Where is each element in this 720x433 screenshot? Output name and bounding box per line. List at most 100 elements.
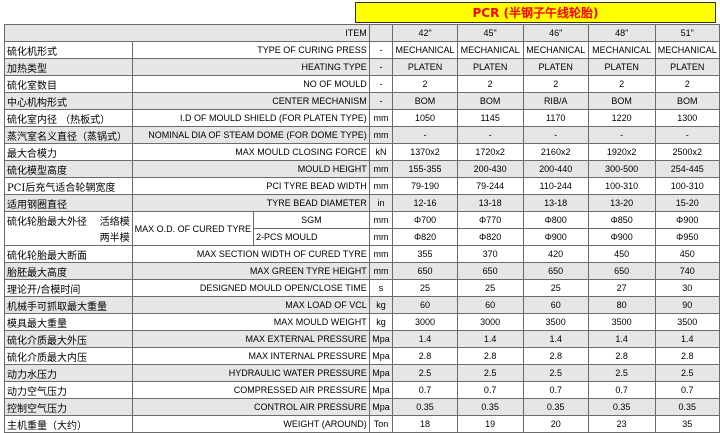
spec-rows: 硫化机形式 TYPE OF CURING PRESS - MECHANICAL MECH… [4, 41, 720, 212]
row-value: 2 [392, 75, 458, 93]
row-value: 0.7 [456, 381, 524, 399]
row-value: - [522, 126, 589, 144]
spec-row: 动力水压力 HYDRAULIC WATER PRESSURE Mpa 2.5 2.5 2.… [4, 364, 720, 382]
row-value: RIB/A [522, 92, 589, 110]
row-value: 0.7 [392, 381, 458, 399]
row-value: 3500 [587, 313, 656, 331]
row-label-zh: 动力空气压力 [4, 381, 133, 399]
row-value: 25 [392, 279, 458, 297]
od-en-label: MAX O.D. OF CURED TYRE [131, 211, 255, 246]
row-value: 3000 [456, 313, 524, 331]
size-header: 51" [654, 24, 720, 42]
row-label-zh: 硫化机形式 [4, 41, 133, 59]
spec-row: 控制空气压力 CONTROL AIR PRESSURE Mpa 0.35 0.35 0.3… [4, 398, 720, 416]
row-value: 2 [456, 75, 524, 93]
row-value: 35 [654, 415, 720, 433]
row-label-zh: 中心机构形式 [4, 92, 133, 110]
row-label-zh: 机械手可抓取最大重量 [4, 296, 133, 314]
row-value: 200-430 [456, 160, 524, 178]
row-label-en: NO OF MOULD [131, 75, 370, 93]
od-2pcs-value: Φ820 [456, 228, 524, 246]
row-value: 23 [587, 415, 656, 433]
row-unit: Mpa [368, 364, 394, 382]
row-value: 25 [456, 279, 524, 297]
row-value: 2 [522, 75, 589, 93]
row-value: 1145 [456, 109, 524, 127]
row-value: 1720x2 [456, 143, 524, 161]
spec-row: 硫化机形式 TYPE OF CURING PRESS - MECHANICAL MECH… [4, 41, 720, 59]
row-label-zh: 硫化轮胎最大断面 [4, 245, 133, 263]
row-value: 100-310 [654, 177, 720, 195]
row-unit: Mpa [368, 381, 394, 399]
spec-row: 加热类型 HEATING TYPE - PLATEN PLATEN PLATEN PLATE… [4, 58, 720, 76]
row-value: 0.7 [654, 381, 720, 399]
od-sgm-value: Φ700 [392, 211, 458, 229]
row-value: 13-18 [522, 194, 589, 212]
spec-row: PCI后充气适合轮辋宽度 PCI TYRE BEAD WIDTH mm 79-190 7… [4, 177, 720, 195]
row-label-en: MAX EXTERNAL PRESSURE [131, 330, 370, 348]
row-value: 740 [654, 262, 720, 280]
spec-rows-2: 硫化轮胎最大断面 MAX SECTION WIDTH OF CURED TYRE m… [4, 245, 720, 433]
row-value: 650 [522, 262, 589, 280]
od-rows: 硫化轮胎最大外径 活络模 MAX O.D. OF CURED TYRE SGM m… [4, 211, 720, 246]
size-header: 48" [587, 24, 656, 42]
row-label-en: COMPRESSED AIR PRESSURE [131, 381, 370, 399]
row-label-zh: 加热类型 [4, 58, 133, 76]
spec-row: 胎胚最大高度 MAX GREEN TYRE HEIGHT mm 650 650 650 65… [4, 262, 720, 280]
row-label-zh: 硫化室数目 [4, 75, 133, 93]
row-value: PLATEN [654, 58, 720, 76]
row-value: 1220 [587, 109, 656, 127]
od-2pcs-value: Φ900 [587, 228, 656, 246]
od-sgm-unit: mm [368, 211, 394, 229]
row-value: 2.5 [392, 364, 458, 382]
row-label-en: NOMINAL DIA OF STEAM DOME (FOR DOME TYPE… [131, 126, 370, 144]
row-value: 15-20 [654, 194, 720, 212]
row-value: 450 [654, 245, 720, 263]
row-unit: mm [368, 245, 394, 263]
row-value: 254-445 [654, 160, 720, 178]
row-value: 25 [522, 279, 589, 297]
row-value: - [456, 126, 524, 144]
od-2pcs-label: 2-PCS MOULD [253, 228, 370, 246]
row-unit: Ton [368, 415, 394, 433]
row-unit: - [368, 41, 394, 59]
row-value: 2160x2 [522, 143, 589, 161]
row-unit: Mpa [368, 330, 394, 348]
row-unit: kg [368, 296, 394, 314]
spec-row: 模具最大重量 MAX MOULD WEIGHT kg 3000 3000 3500 3500… [4, 313, 720, 331]
spec-table: ITEM 42" 45" 46" 48" 51" 硫化机形式 TYPE OF CU… [4, 24, 720, 433]
row-label-en: HEATING TYPE [131, 58, 370, 76]
spec-row: 理论开/合模时间 DESIGNED MOULD OPEN/CLOSE TIME s 2… [4, 279, 720, 297]
row-unit: s [368, 279, 394, 297]
row-unit: mm [368, 177, 394, 195]
row-value: 2.8 [654, 347, 720, 365]
row-label-zh: PCI后充气适合轮辋宽度 [4, 177, 133, 195]
od-sgm-value: Φ770 [456, 211, 524, 229]
row-label-zh: 适用钢圈直径 [4, 194, 133, 212]
row-value: 2 [654, 75, 720, 93]
row-value: 1.4 [392, 330, 458, 348]
row-label-zh: 硫化介质最大外压 [4, 330, 133, 348]
row-value: 3500 [522, 313, 589, 331]
row-value: 2 [587, 75, 656, 93]
row-value: 2.5 [456, 364, 524, 382]
row-value: MECHANICAL [654, 41, 720, 59]
row-unit: mm [368, 160, 394, 178]
row-label-zh: 控制空气压力 [4, 398, 133, 416]
spec-row: 硫化室数目 NO OF MOULD -2 2 2 2 2 [4, 75, 720, 93]
row-label-en: CONTROL AIR PRESSURE [131, 398, 370, 416]
row-value: 27 [587, 279, 656, 297]
row-value: 2.8 [392, 347, 458, 365]
row-label-en: TYRE BEAD DIAMETER [131, 194, 370, 212]
row-value: 0.35 [456, 398, 524, 416]
row-value: - [654, 126, 720, 144]
row-unit: mm [368, 262, 394, 280]
row-unit: mm [368, 126, 394, 144]
od-2pcs-value: Φ950 [654, 228, 720, 246]
row-label-en: MAX MOULD CLOSING FORCE [131, 143, 370, 161]
row-value: 2.8 [587, 347, 656, 365]
row-label-en: CENTER MECHANISM [131, 92, 370, 110]
row-value: 2.8 [456, 347, 524, 365]
row-value: 79-244 [456, 177, 524, 195]
od-2pcs-row: 两半模 2-PCS MOULD mm Φ820 Φ820 Φ900 Φ900 Φ… [4, 228, 720, 246]
